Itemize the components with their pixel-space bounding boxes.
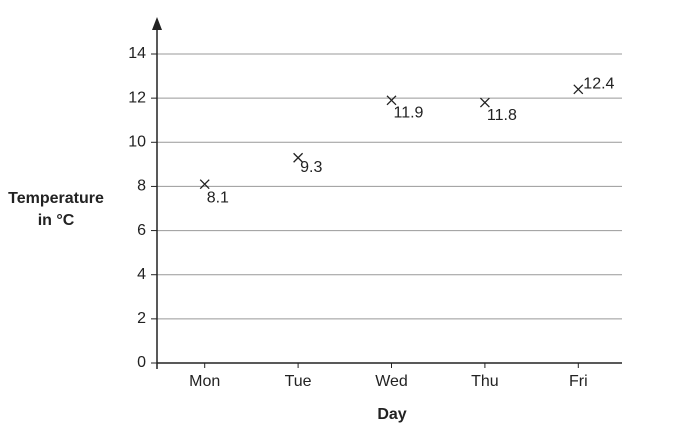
- y-axis-arrow: [152, 17, 162, 30]
- data-label: 8.1: [207, 189, 229, 206]
- x-tick-label: Thu: [471, 373, 499, 390]
- y-tick-label: 12: [128, 89, 146, 106]
- data-point: [573, 84, 584, 95]
- x-tick-label: Tue: [285, 373, 312, 390]
- data-point: [199, 179, 210, 190]
- data-point: [293, 152, 304, 163]
- y-axis-label: Temperature: [8, 190, 104, 207]
- y-tick-label: 14: [128, 45, 146, 62]
- data-label: 9.3: [300, 159, 322, 176]
- y-tick-label: 0: [137, 354, 146, 371]
- x-axis-label: Day: [377, 406, 406, 423]
- data-label: 12.4: [583, 76, 614, 93]
- y-tick-label: 10: [128, 134, 146, 151]
- x-tick-label: Fri: [569, 373, 588, 390]
- x-tick-label: Wed: [375, 373, 408, 390]
- y-tick-label: 2: [137, 310, 146, 327]
- data-label: 11.8: [487, 107, 517, 124]
- y-tick-label: 6: [137, 222, 146, 239]
- x-tick-label: Mon: [189, 373, 220, 390]
- y-tick-label: 8: [137, 178, 146, 195]
- y-tick-label: 4: [137, 266, 146, 283]
- data-label: 11.9: [394, 105, 424, 122]
- data-point: [479, 97, 490, 108]
- y-axis-label: in °C: [38, 212, 75, 229]
- data-point: [386, 95, 397, 106]
